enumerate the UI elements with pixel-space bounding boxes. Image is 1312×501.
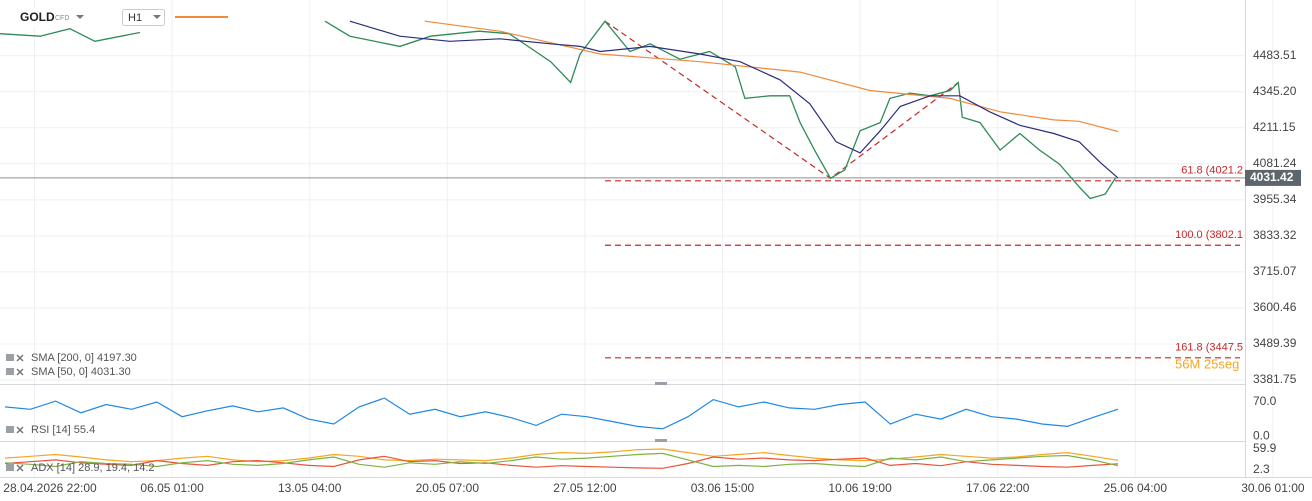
last-price-tag — [1245, 169, 1301, 186]
y-tick-label: 4345.20 — [1253, 84, 1297, 98]
y-tick-label: 3600.46 — [1253, 300, 1297, 314]
fib-level-label: 61.8 (4021.2 — [1181, 165, 1243, 177]
legend-menu-icon — [6, 464, 14, 471]
legend-remove-icon — [16, 354, 24, 362]
panel-resize-handle[interactable] — [655, 439, 667, 442]
legend-entry: ADX [14] 28.9, 19.4, 14.2 — [31, 462, 155, 474]
legend-remove-icon — [16, 464, 24, 472]
symbol-box[interactable] — [4, 8, 89, 28]
x-tick-label: 28.04.2026 22:00 — [3, 481, 97, 495]
y-tick-label: 3381.75 — [1253, 372, 1297, 386]
y-tick-label: 0.0 — [1253, 428, 1270, 442]
indicator-line — [4, 397, 1119, 430]
symbol-dropdown[interactable] — [76, 15, 84, 19]
y-tick-label: 3955.34 — [1253, 192, 1297, 206]
instrument-kind: CFD — [55, 15, 69, 22]
fib-trendline — [604, 20, 959, 180]
y-tick-label: 2.3 — [1253, 462, 1270, 476]
x-tick-label: 17.06 22:00 — [966, 481, 1030, 495]
x-tick-label: 25.06 04:00 — [1104, 481, 1168, 495]
y-tick-label: 59.9 — [1253, 441, 1277, 455]
timeframe-dropdown[interactable] — [153, 15, 161, 19]
legend-menu-icon — [6, 426, 14, 433]
legend-remove-icon — [16, 368, 24, 376]
last-price-label: 4031.42 — [1250, 170, 1294, 184]
x-tick-label: 06.05 01:00 — [140, 481, 204, 495]
indicator-line — [349, 20, 1119, 179]
legend-menu-icon — [6, 368, 14, 375]
x-tick-label: 20.05 07:00 — [416, 481, 480, 495]
indicator-line — [4, 448, 1119, 463]
fib-level-label: 100.0 (3802.1 — [1175, 229, 1243, 241]
legend-menu-icon — [6, 354, 14, 361]
y-tick-label: 4211.15 — [1253, 120, 1296, 134]
timeframe[interactable]: H1 — [128, 12, 142, 24]
legend-entry: SMA [50, 0] 4031.30 — [31, 366, 131, 378]
x-tick-label: 27.05 12:00 — [553, 481, 617, 495]
legend-remove-icon — [16, 426, 24, 434]
panel-resize-handle[interactable] — [655, 382, 667, 385]
symbol[interactable]: GOLD — [20, 10, 55, 24]
indicator-line — [4, 455, 1119, 469]
timeframe-box[interactable] — [122, 9, 165, 26]
x-tick-label: 13.05 04:00 — [278, 481, 342, 495]
y-tick-label: 3715.07 — [1253, 264, 1297, 278]
y-tick-label: 4081.24 — [1253, 156, 1297, 170]
legend-entry: SMA [200, 0] 4197.30 — [31, 352, 137, 364]
indicator-line — [4, 452, 1119, 468]
fib-level-label: 161.8 (3447.5 — [1175, 342, 1243, 354]
y-tick-label: 4483.51 — [1253, 48, 1297, 62]
indicator-line — [424, 20, 1119, 133]
x-tick-label: 10.06 19:00 — [828, 481, 892, 495]
x-tick-label: 30.06 01:00 — [1241, 481, 1305, 495]
y-tick-label: 3489.39 — [1253, 336, 1297, 350]
price-line — [0, 20, 1117, 200]
candle-countdown: 56M 25seg — [1175, 356, 1239, 371]
y-tick-label: 3833.32 — [1253, 228, 1297, 242]
y-tick-label: 70.0 — [1253, 394, 1277, 408]
legend-entry: RSI [14] 55.4 — [31, 424, 95, 436]
x-tick-label: 03.06 15:00 — [691, 481, 755, 495]
header: GOLD CFD H1 — [4, 8, 228, 28]
